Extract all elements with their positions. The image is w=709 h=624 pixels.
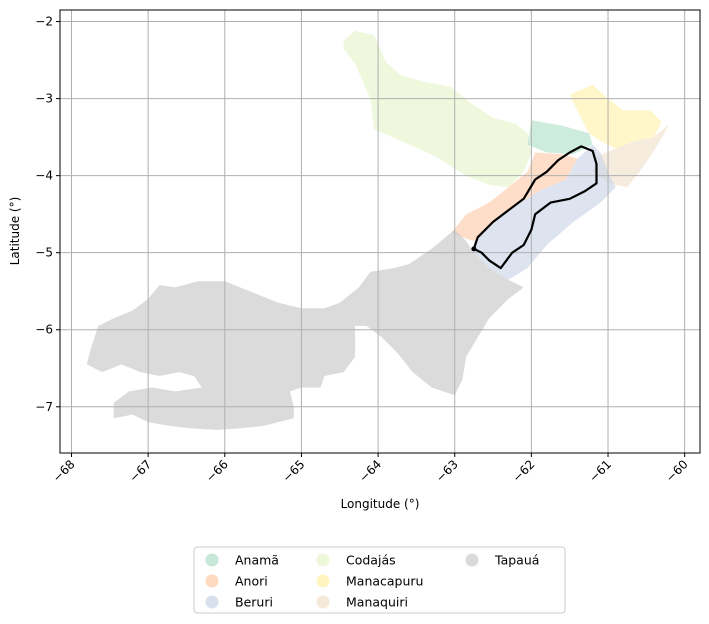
x-tick-label: −67 — [126, 457, 154, 485]
legend-marker — [205, 595, 219, 609]
legend-item-beruri: Beruri — [205, 595, 273, 610]
x-tick-label: −64 — [356, 457, 384, 485]
legend-marker — [205, 553, 219, 567]
x-tick-label: −68 — [50, 457, 78, 485]
legend: Anamã Anori Beruri Codajás Manacapuru Manaqui… — [193, 546, 566, 614]
x-axis-label: Longitude (°) — [341, 497, 420, 511]
legend-label: Beruri — [235, 595, 273, 610]
x-tick-label: −65 — [280, 457, 308, 485]
plot-frame — [59, 9, 701, 454]
x-ticks: −68 −67 −66 −65 −64 −63 −62 −61 −60 — [50, 453, 691, 485]
x-tick-label: −61 — [586, 457, 614, 485]
legend-marker — [316, 553, 330, 567]
legend-item-manaquiri: Manaquiri — [316, 595, 408, 610]
region-beruri — [473, 144, 616, 280]
y-tick-label: −6 — [35, 323, 53, 337]
legend-label: Codajás — [346, 553, 396, 568]
legend-label: Tapauá — [494, 553, 539, 568]
region-anama — [527, 120, 593, 155]
y-tick-label: −4 — [35, 169, 53, 183]
region-codajas — [343, 30, 532, 188]
x-tick-label: −66 — [203, 457, 231, 485]
legend-item-tapaua: Tapauá — [465, 553, 539, 568]
boundary-outline — [472, 145, 598, 270]
y-tick-label: −3 — [35, 92, 53, 106]
y-tick-label: −5 — [35, 246, 53, 260]
outline-layer — [471, 145, 598, 270]
y-tick-label: −2 — [35, 15, 53, 29]
legend-item-anama: Anamã — [205, 553, 279, 568]
legend-marker — [205, 574, 219, 588]
legend-marker — [316, 574, 330, 588]
legend-label: Anamã — [235, 553, 279, 568]
legend-item-manacapuru: Manacapuru — [316, 574, 423, 589]
legend-item-anori: Anori — [205, 574, 268, 589]
x-tick-label: −62 — [510, 457, 538, 485]
y-ticks: −2 −3 −4 −5 −6 −7 — [35, 15, 60, 414]
x-tick-label: −60 — [663, 457, 691, 485]
legend-item-codajas: Codajás — [316, 553, 396, 568]
y-axis-label: Latitude (°) — [8, 197, 22, 266]
y-tick-label: −7 — [35, 400, 53, 414]
outline-marker — [471, 246, 477, 252]
region-manaquiri — [592, 124, 670, 188]
legend-label: Manacapuru — [346, 574, 423, 589]
region-manacapuru — [569, 84, 662, 149]
legend-label: Anori — [235, 574, 268, 589]
x-tick-label: −63 — [433, 457, 461, 485]
region-anori — [450, 152, 578, 242]
legend-items: Anamã Anori Beruri Codajás Manacapuru Manaqui… — [205, 553, 539, 610]
legend-marker — [316, 595, 330, 609]
legend-label: Manaquiri — [346, 595, 408, 610]
legend-marker — [465, 553, 479, 567]
